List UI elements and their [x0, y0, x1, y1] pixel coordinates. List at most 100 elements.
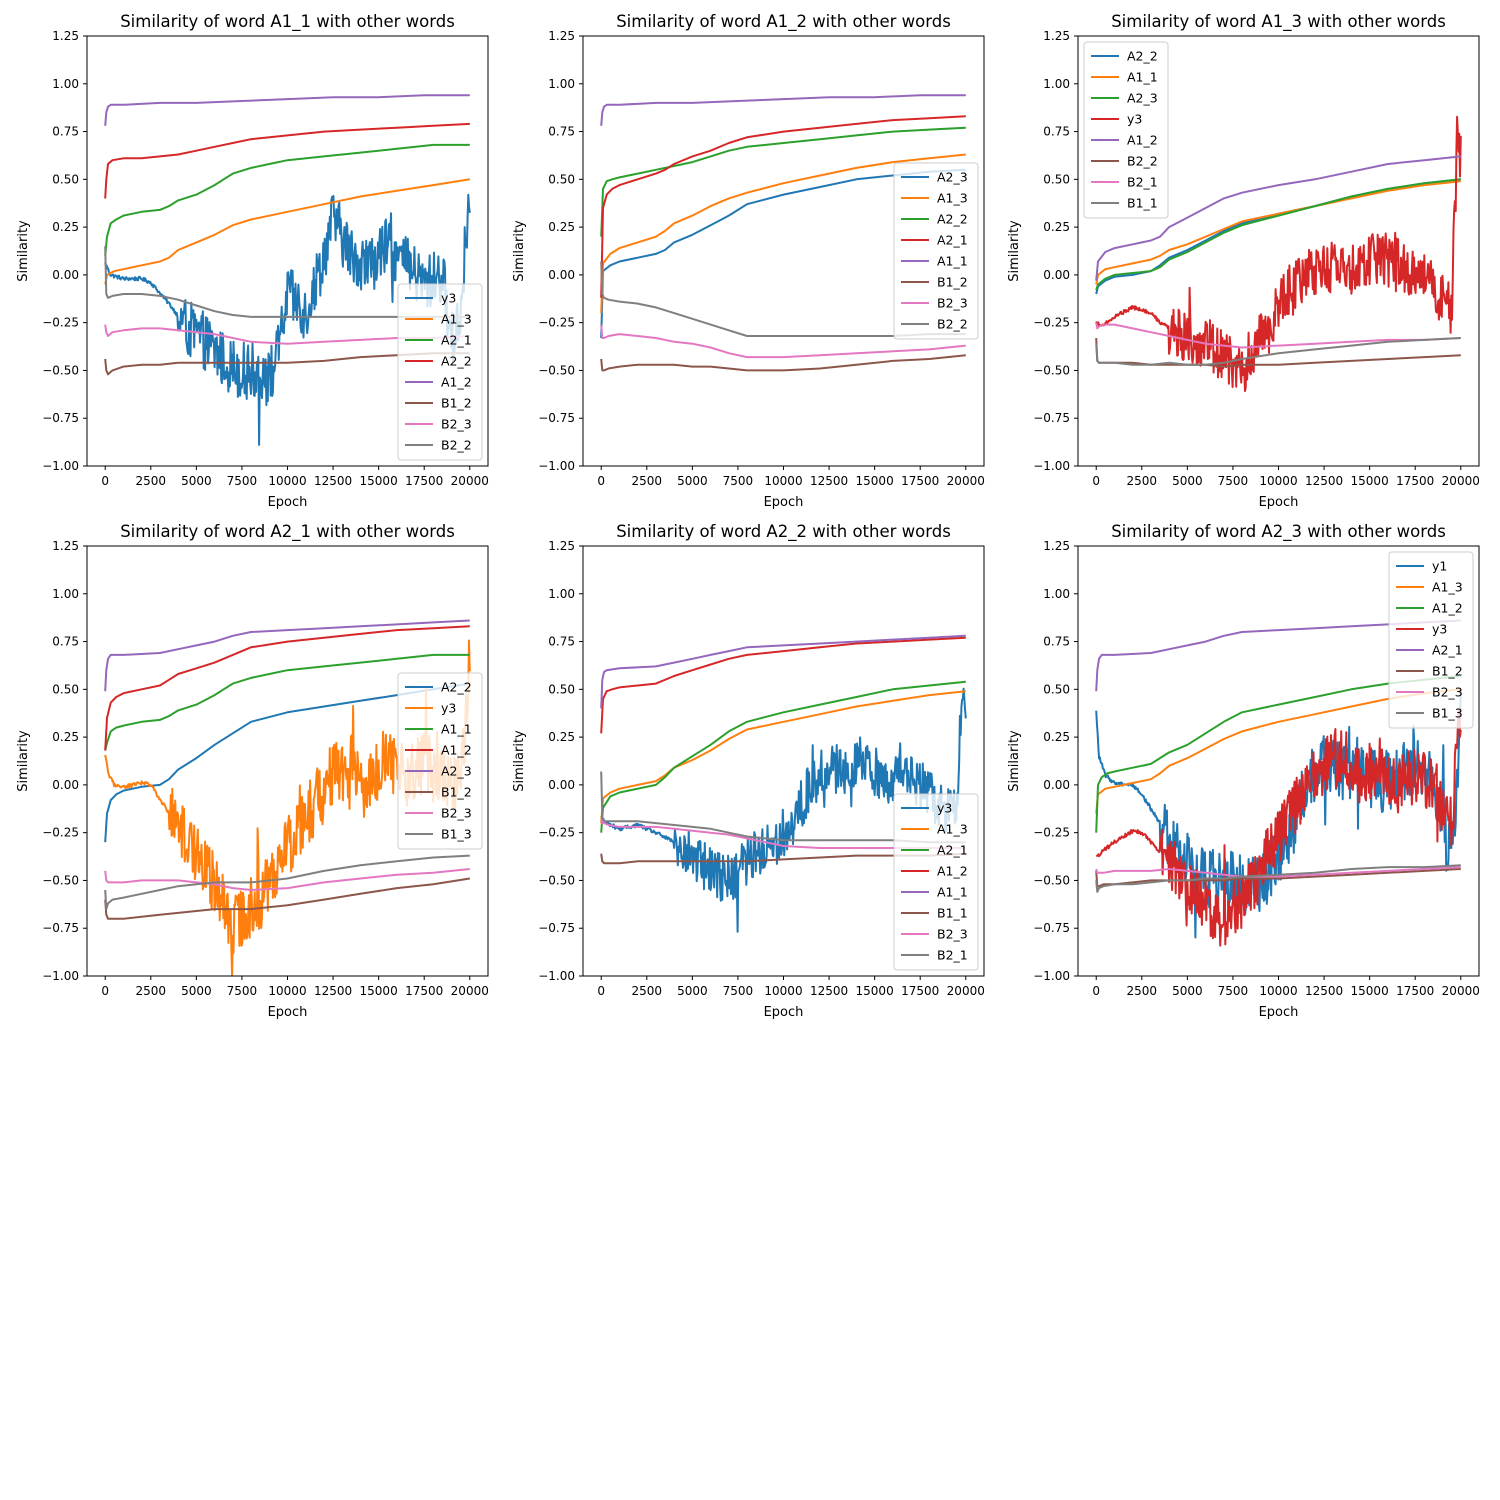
x-tick-label: 17500	[901, 984, 939, 998]
legend-label: B1_1	[937, 906, 968, 921]
y-tick-label: 1.00	[1043, 77, 1070, 91]
legend-box	[893, 793, 979, 971]
y-tick-label: −0.50	[42, 873, 79, 887]
x-axis-label: Epoch	[268, 1005, 308, 1020]
legend-label: B2_2	[441, 438, 472, 453]
x-tick-label: 0	[597, 984, 605, 998]
y-tick-label: −0.25	[1033, 826, 1070, 840]
chart-title: Similarity of word A2_2 with other words	[616, 522, 951, 542]
series-line-B1_1	[1095, 337, 1461, 366]
series-line-B1_1	[600, 852, 966, 865]
series-line-B2_3	[1095, 866, 1461, 878]
legend-label: A1_3	[937, 822, 968, 837]
legend-label: B1_3	[441, 827, 472, 842]
y-tick-label: −0.25	[1033, 316, 1070, 330]
chart-title: Similarity of word A2_3 with other words	[1111, 522, 1446, 542]
y-axis-label: Similarity	[16, 730, 31, 792]
x-tick-label: 15000	[856, 984, 894, 998]
x-tick-label: 20000	[947, 474, 985, 488]
x-tick-label: 0	[1092, 984, 1100, 998]
plot-lines	[104, 94, 471, 446]
series-line-A2_1	[104, 143, 470, 256]
x-tick-label: 15000	[360, 474, 398, 488]
series-line-y3	[600, 687, 967, 933]
x-tick-label: 5000	[677, 984, 708, 998]
y-tick-label: −1.00	[538, 459, 575, 473]
plot-lines	[600, 94, 966, 372]
legend-box	[893, 162, 979, 340]
y-tick-label: 0.75	[52, 635, 79, 649]
x-axis-label: Epoch	[764, 1005, 804, 1020]
plot-lines	[1095, 619, 1462, 947]
series-line-A2_2	[600, 126, 966, 237]
series-line-y3	[1095, 115, 1462, 392]
x-tick-label: 2500	[136, 474, 167, 488]
legend-box	[1388, 551, 1474, 729]
y-tick-label: −0.25	[538, 826, 575, 840]
legend-label: A2_3	[441, 764, 472, 779]
x-tick-label: 7500	[1218, 474, 1249, 488]
y-tick-label: 0.25	[1043, 730, 1070, 744]
chart-title: Similarity of word A1_3 with other words	[1111, 12, 1446, 32]
legend-box	[397, 283, 483, 461]
legend-label: A2_2	[441, 354, 472, 369]
legend-label: B1_2	[937, 275, 968, 290]
series-line-A1_3	[600, 153, 966, 314]
series-line-B1_3	[104, 854, 470, 911]
y-tick-label: −0.75	[42, 411, 79, 425]
legend-label: A1_1	[937, 885, 968, 900]
x-tick-label: 5000	[1172, 984, 1203, 998]
y-tick-label: −1.00	[42, 459, 79, 473]
series-line-A1_2	[1095, 155, 1461, 281]
legend-label: B2_1	[937, 948, 968, 963]
legend-label: y3	[937, 801, 952, 816]
y-tick-label: 0.00	[1043, 778, 1070, 792]
y-tick-label: 0.00	[52, 268, 79, 282]
series-line-y3	[1096, 708, 1462, 947]
x-tick-label: 10000	[1259, 474, 1297, 488]
y-tick-label: 0.75	[548, 125, 575, 139]
legend-label: B2_3	[937, 296, 968, 311]
x-tick-label: 0	[101, 984, 109, 998]
series-line-A1_2	[104, 94, 470, 126]
y-tick-label: 0.75	[1043, 635, 1070, 649]
legend: A2_2 A1_1 A2_3 y3 A1_2 B2_2 B2_1 B1_1	[1083, 41, 1169, 219]
series-line-B1_2	[600, 354, 966, 372]
y-tick-label: −0.25	[538, 316, 575, 330]
legend-label: y3	[1432, 622, 1447, 637]
x-tick-label: 7500	[227, 474, 258, 488]
series-line-B1_3	[1095, 864, 1461, 893]
y-tick-label: 0.50	[548, 172, 575, 186]
x-tick-label: 0	[597, 474, 605, 488]
series-line-A2_1	[600, 680, 966, 833]
y-tick-label: 0.25	[548, 220, 575, 234]
x-axis-label: Epoch	[1259, 495, 1299, 510]
series-line-B1_2	[104, 877, 470, 920]
y-tick-label: 0.00	[1043, 268, 1070, 282]
series-line-A2_3	[600, 168, 966, 339]
x-tick-label: 12500	[1305, 984, 1343, 998]
legend-label: A1_3	[937, 191, 968, 206]
x-tick-label: 12500	[810, 474, 848, 488]
y-tick-label: 0.25	[1043, 220, 1070, 234]
series-line-A1_1	[104, 653, 470, 751]
x-tick-label: 17500	[1396, 474, 1434, 488]
y-tick-label: −1.00	[1033, 459, 1070, 473]
y-tick-label: 0.75	[548, 635, 575, 649]
legend-label: A2_2	[441, 680, 472, 695]
chart-title: Similarity of word A1_2 with other words	[616, 12, 951, 32]
legend-label: B2_3	[441, 417, 472, 432]
x-tick-label: 10000	[268, 474, 306, 488]
legend-label: A1_3	[1432, 580, 1463, 595]
y-axis-label: Similarity	[1007, 730, 1022, 792]
x-tick-label: 20000	[1442, 984, 1480, 998]
y-tick-label: 0.50	[52, 682, 79, 696]
y-tick-label: −0.75	[1033, 921, 1070, 935]
x-tick-label: 17500	[405, 984, 443, 998]
y-tick-label: −0.75	[538, 921, 575, 935]
y-tick-label: 0.25	[52, 220, 79, 234]
series-line-A1_1	[600, 634, 966, 709]
y-tick-label: 1.00	[548, 587, 575, 601]
series-line-B2_2	[600, 261, 966, 337]
y-tick-label: 0.00	[52, 778, 79, 792]
